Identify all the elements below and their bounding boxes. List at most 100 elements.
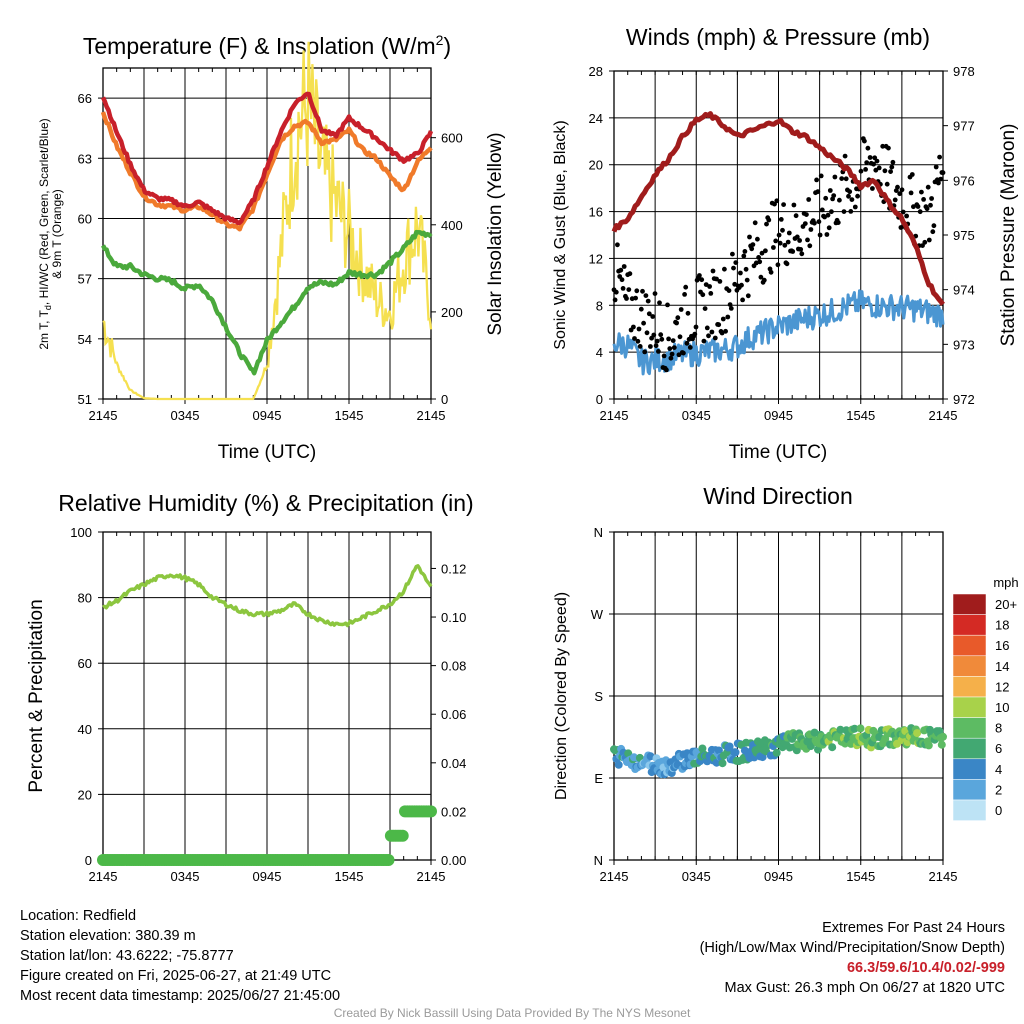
- gust-point: [897, 191, 903, 197]
- direction-point: [731, 748, 740, 757]
- gust-point: [775, 262, 781, 268]
- gust-point: [817, 232, 823, 238]
- gust-point: [780, 227, 785, 233]
- x-tick-label: 0945: [764, 408, 793, 423]
- y2-tick-label: 976: [953, 173, 975, 188]
- direction-point: [624, 749, 633, 758]
- y2-tick-label: 400: [441, 218, 463, 233]
- gust-point: [884, 181, 890, 187]
- y2-axis-label-text: Station Pressure (Maroon): [998, 124, 1019, 347]
- gust-point: [766, 217, 772, 223]
- gust-point: [644, 330, 650, 336]
- temp-9m-line: [100, 111, 433, 232]
- y2-tick-label: 0.04: [441, 756, 466, 771]
- gust-point: [782, 242, 788, 248]
- gust-point: [758, 274, 764, 280]
- gust-point: [704, 325, 710, 331]
- gust-point: [709, 329, 715, 335]
- gust-point: [667, 346, 673, 351]
- gust-point: [665, 302, 670, 308]
- gust-point: [938, 176, 944, 182]
- gust-point: [684, 340, 690, 346]
- gust-point: [738, 270, 743, 276]
- gust-point: [827, 188, 833, 193]
- gust-point: [714, 276, 719, 282]
- dewpoint-line: [101, 229, 433, 376]
- y-tick-label: 0: [85, 853, 92, 868]
- gust-point: [621, 264, 627, 269]
- gust-point: [804, 212, 809, 218]
- y-tick-label: 28: [589, 64, 603, 79]
- x-tick-label: 0345: [171, 869, 200, 884]
- gust-point: [675, 315, 681, 321]
- gust-point: [841, 209, 847, 215]
- gust-point: [812, 220, 817, 226]
- gust-point: [790, 249, 796, 254]
- y-axis-label-line1: 2m T, Td, HI/WC (Red, Green, Scarlet/Blu…: [37, 118, 53, 349]
- gust-point: [921, 197, 926, 202]
- gust-point: [771, 245, 776, 250]
- speed-legend-swatch: [952, 737, 987, 760]
- station-elevation: Station elevation: 380.39 m: [20, 928, 196, 944]
- gust-point: [728, 306, 734, 311]
- gust-point: [641, 320, 646, 326]
- y-axis-label-text: Direction (Colored By Speed): [553, 592, 570, 800]
- speed-legend-label: 8: [995, 721, 1002, 736]
- gust-point: [678, 307, 684, 312]
- extremes-values: 66.3/59.6/10.4/0.02/-999: [846, 960, 1005, 976]
- gust-point: [864, 160, 870, 166]
- direction-point: [828, 743, 837, 752]
- gust-point: [677, 334, 683, 340]
- wind-speed-line: [612, 289, 945, 376]
- gust-point: [653, 343, 659, 349]
- speed-legend-label: 0: [995, 803, 1002, 818]
- gust-point: [825, 212, 831, 218]
- gust-point: [785, 239, 791, 245]
- chart-title: Temperature (F) & Insolation (W/m2): [83, 32, 451, 59]
- gust-point: [659, 336, 665, 342]
- gust-point: [706, 333, 711, 339]
- gust-point: [784, 261, 790, 267]
- gust-point: [924, 206, 930, 212]
- gust-point: [620, 286, 626, 291]
- gust-point: [651, 332, 657, 338]
- y2-tick-label: 977: [953, 119, 975, 134]
- direction-point: [913, 729, 922, 738]
- x-tick-label: 0945: [764, 869, 793, 884]
- direction-point: [725, 742, 734, 751]
- gust-point: [708, 291, 714, 296]
- y-tick-label: E: [594, 771, 603, 786]
- station-latlon: Station lat/lon: 43.6222; -75.8777: [20, 948, 234, 964]
- gust-point: [710, 268, 716, 274]
- speed-legend-swatch: [952, 655, 987, 677]
- speed-legend-swatch: [952, 779, 987, 801]
- insolation-line: [102, 41, 433, 401]
- gust-point: [933, 164, 939, 170]
- gust-point: [757, 259, 763, 265]
- y2-axis-label-text: Solar Insolation (Yellow): [485, 132, 506, 335]
- x-tick-label: 2145: [89, 408, 118, 423]
- gust-point: [668, 355, 674, 361]
- gust-point: [741, 253, 747, 259]
- gust-point: [656, 349, 661, 354]
- credit-line: Created By Nick Bassill Using Data Provi…: [333, 1006, 691, 1020]
- y-tick-label: 20: [78, 787, 92, 802]
- gust-point: [940, 170, 946, 176]
- gust-point: [776, 232, 782, 238]
- x-tick-label: 2145: [600, 869, 629, 884]
- x-tick-label: 2145: [89, 869, 118, 884]
- gust-point: [867, 155, 873, 160]
- x-tick-label: 0345: [171, 408, 200, 423]
- gust-point: [862, 138, 867, 144]
- y-tick-label: 40: [78, 722, 92, 737]
- precip-point: [425, 805, 437, 818]
- x-tick-label: 2145: [929, 408, 958, 423]
- y-tick-label: 24: [589, 111, 603, 126]
- gust-point: [814, 177, 819, 183]
- gust-point: [773, 238, 779, 244]
- panel-1: 2145 0345 0945 1545 214551545760636602004006…: [37, 32, 506, 463]
- gust-point: [717, 279, 723, 284]
- gust-point: [664, 367, 669, 373]
- gust-point: [657, 300, 662, 306]
